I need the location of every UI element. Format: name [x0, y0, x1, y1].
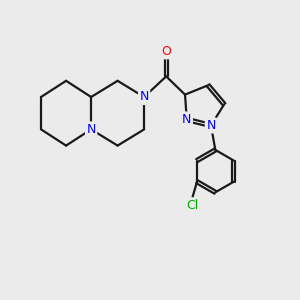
Text: N: N [206, 119, 216, 132]
Text: Cl: Cl [187, 199, 199, 212]
Text: N: N [182, 113, 191, 126]
Text: N: N [140, 91, 149, 103]
Text: N: N [86, 123, 96, 136]
Text: O: O [161, 45, 171, 58]
